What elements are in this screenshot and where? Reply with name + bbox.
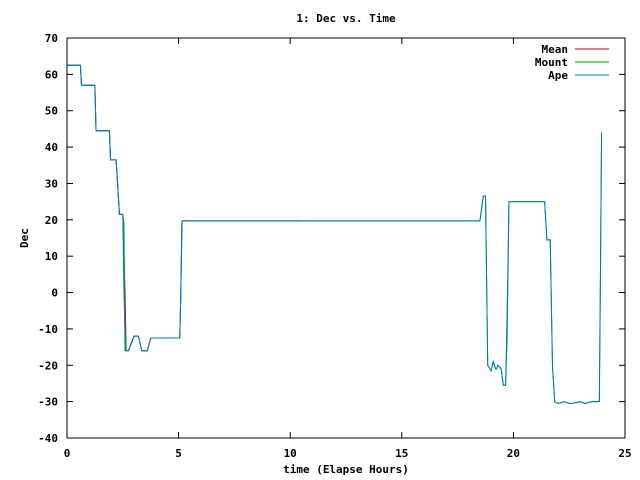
axis-ticks: -40 -30 -20 -10 0 10 20 30 40 50 60 70 0 5 10 15 20 25 — [38, 32, 632, 460]
y-tick-label: 20 — [45, 214, 58, 227]
y-axis-label: Dec — [18, 228, 31, 248]
plot-frame — [66, 37, 626, 439]
legend-label-mean: Mean — [542, 43, 569, 56]
x-tick-label: 15 — [395, 447, 408, 460]
series-lines — [67, 64, 603, 404]
x-tick-label: 25 — [618, 447, 631, 460]
x-tick-label: 10 — [284, 447, 297, 460]
legend-label-mount: Mount — [535, 56, 568, 69]
x-tick-label: 0 — [64, 447, 71, 460]
chart-title: 1: Dec vs. Time — [296, 12, 396, 25]
y-tick-label: 10 — [45, 250, 58, 263]
x-tick-label: 20 — [507, 447, 520, 460]
y-tick-label: -40 — [38, 432, 58, 445]
x-tick-label: 5 — [175, 447, 182, 460]
y-tick-label: -20 — [38, 359, 58, 372]
y-tick-label: 40 — [45, 141, 58, 154]
x-axis-label: time (Elapse Hours) — [283, 463, 409, 476]
series-line-ape — [67, 64, 603, 404]
y-tick-label: -30 — [38, 396, 58, 409]
legend-label-ape: Ape — [548, 69, 568, 82]
y-tick-label: 70 — [45, 32, 58, 45]
y-tick-label: -10 — [38, 323, 58, 336]
y-tick-label: 0 — [51, 287, 58, 300]
y-tick-label: 60 — [45, 68, 58, 81]
y-tick-label: 30 — [45, 177, 58, 190]
y-tick-label: 50 — [45, 105, 58, 118]
